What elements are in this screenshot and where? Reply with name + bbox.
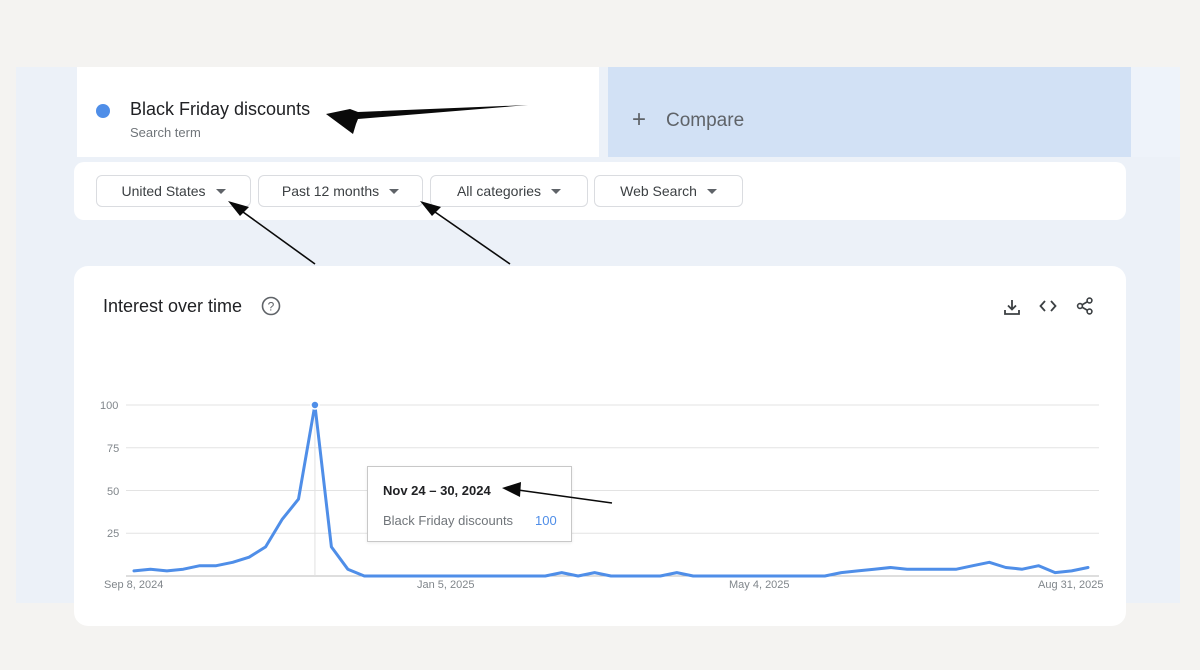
arrow-head-icon: [420, 201, 441, 216]
x-tick-label: Aug 31, 2025: [1038, 579, 1104, 591]
search-term-sublabel: Search term: [130, 125, 201, 140]
caret-down-icon: [706, 188, 717, 194]
filter-category-dropdown[interactable]: All categories: [430, 175, 588, 207]
filter-category-label: All categories: [456, 183, 542, 199]
embed-code-icon[interactable]: [1038, 296, 1058, 316]
share-icon[interactable]: [1075, 296, 1095, 316]
x-tick-label: Jan 5, 2025: [417, 579, 475, 591]
data-tooltip: Nov 24 – 30, 2024 Black Friday discounts…: [367, 466, 572, 542]
search-term-label[interactable]: Black Friday discounts: [130, 99, 311, 119]
tooltip-value: 100: [535, 513, 557, 528]
svg-text:?: ?: [268, 299, 275, 313]
tooltip-date: Nov 24 – 30, 2024: [383, 483, 491, 498]
help-icon[interactable]: ?: [261, 296, 281, 316]
filter-search-type-label: Web Search: [620, 183, 697, 199]
arrow-head-icon: [228, 201, 249, 216]
download-icon[interactable]: [1002, 297, 1022, 317]
filter-region-dropdown[interactable]: United States: [96, 175, 251, 207]
y-tick-label: 50: [107, 486, 120, 498]
compare-button[interactable]: [608, 67, 1131, 157]
filter-timeframe-dropdown[interactable]: Past 12 months: [258, 175, 423, 207]
arrow-to-region: [242, 211, 316, 265]
series-line: [132, 403, 1090, 578]
interest-over-time-card: [74, 266, 1126, 626]
y-tick-label: 100: [100, 400, 119, 412]
y-tick-label: 25: [107, 528, 120, 540]
chart-title: Interest over time: [103, 296, 243, 316]
caret-down-icon: [551, 188, 562, 194]
arrow-to-search-term: [326, 105, 528, 134]
compare-label[interactable]: Compare: [666, 110, 745, 131]
arrow-to-timeframe: [434, 211, 511, 265]
y-tick-label: 75: [107, 443, 120, 455]
arrow-head-icon: [502, 482, 521, 497]
plus-icon[interactable]: +: [632, 106, 647, 133]
tooltip-series-name: Black Friday discounts: [383, 513, 514, 528]
filter-region-label: United States: [121, 183, 206, 199]
caret-down-icon: [215, 188, 226, 194]
filter-search-type-dropdown[interactable]: Web Search: [594, 175, 743, 207]
x-tick-label: Sep 8, 2024: [104, 579, 164, 591]
series-color-dot: [96, 104, 110, 118]
caret-down-icon: [389, 188, 400, 194]
header-gutter: [1131, 67, 1180, 157]
x-tick-label: May 4, 2025: [729, 579, 790, 591]
highlighted-data-point: [310, 400, 320, 410]
arrow-to-tooltip-date: [517, 489, 613, 504]
filter-timeframe-label: Past 12 months: [281, 183, 380, 199]
